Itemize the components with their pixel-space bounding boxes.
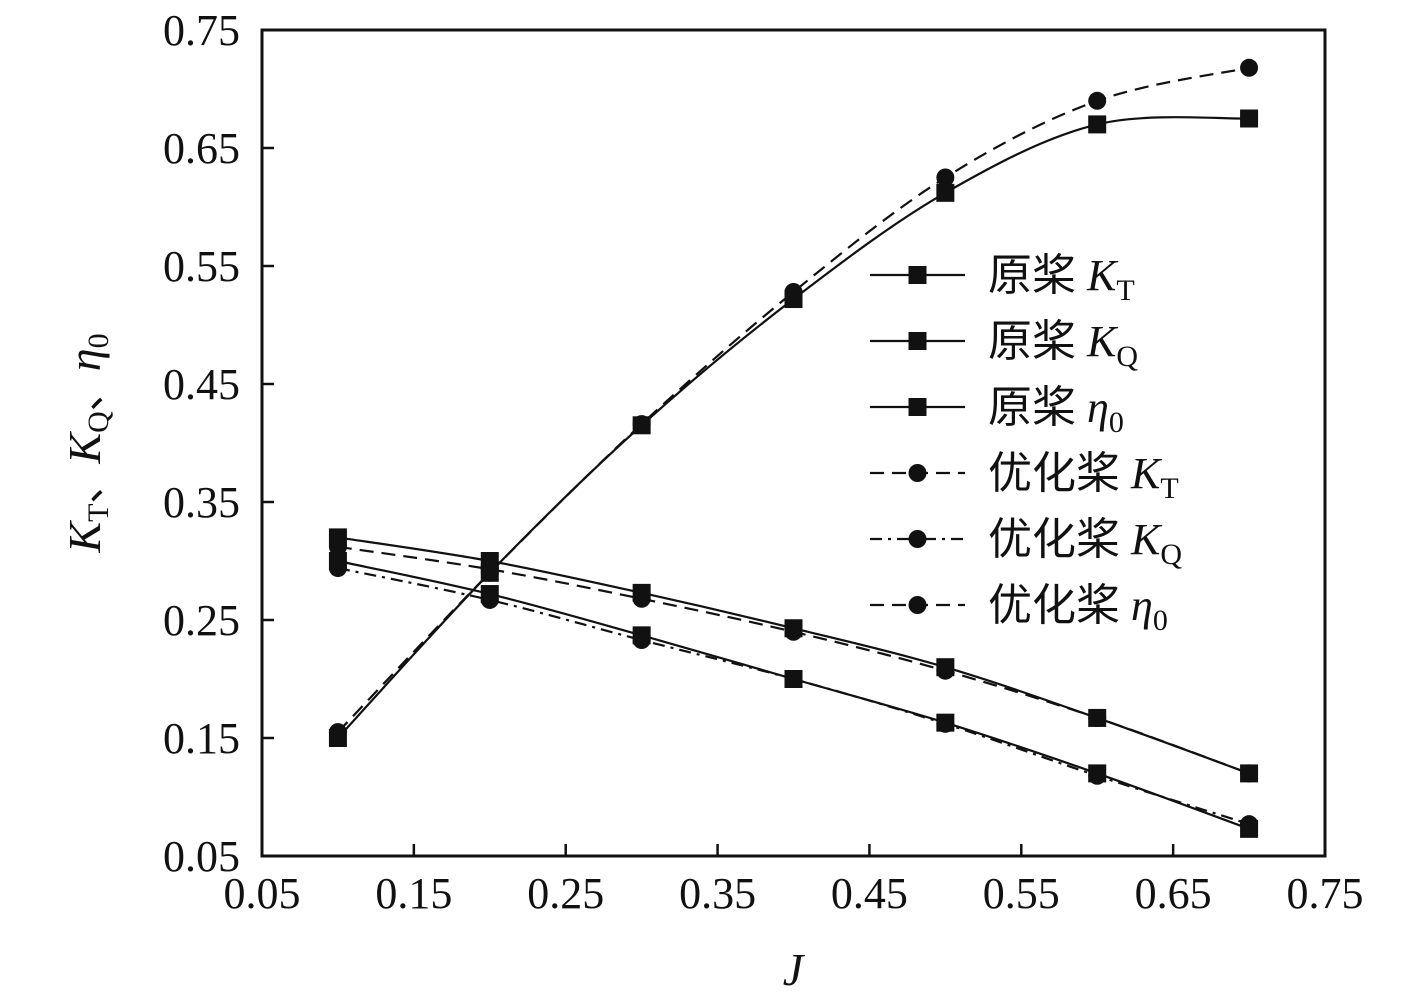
x-tick-label: 0.35 <box>679 869 756 918</box>
legend-marker <box>908 596 927 614</box>
y-tick-label: 0.05 <box>163 832 240 881</box>
series-4 <box>328 559 1259 834</box>
data-point <box>632 589 651 608</box>
series-5 <box>328 58 1259 742</box>
data-point <box>1088 708 1107 727</box>
data-point <box>328 559 347 578</box>
legend-marker <box>908 530 927 548</box>
x-tick-label: 0.05 <box>224 869 301 918</box>
legend-label: 原桨 KQ <box>988 317 1138 373</box>
legend-marker <box>908 398 927 416</box>
legend-marker <box>908 332 927 350</box>
data-point <box>784 282 803 301</box>
y-tick-label: 0.35 <box>163 478 240 527</box>
data-point <box>1088 91 1107 110</box>
data-point <box>1088 115 1107 134</box>
data-point <box>328 537 347 556</box>
y-tick-label: 0.15 <box>163 714 240 763</box>
legend-entry: 原桨 η0 <box>870 383 1124 439</box>
legend-entry: 原桨 KT <box>870 251 1135 307</box>
legend: 原桨 KT 原桨 KQ 原桨 η0 优化桨 KT 优化桨 KQ 优化桨 η0 <box>870 251 1182 637</box>
legend-marker <box>908 464 927 482</box>
data-point <box>328 723 347 742</box>
data-point <box>480 563 499 582</box>
legend-label: 优化桨 KT <box>988 449 1179 505</box>
legend-entry: 优化桨 KQ <box>870 515 1182 571</box>
x-tick-label: 0.15 <box>375 869 452 918</box>
data-point <box>632 631 651 650</box>
x-tick-label: 0.45 <box>831 869 908 918</box>
axis-ticks <box>260 28 1327 858</box>
data-point <box>784 670 803 688</box>
y-tick-label: 0.55 <box>163 242 240 291</box>
x-tick-label: 0.55 <box>983 869 1060 918</box>
plot-area <box>260 28 1327 858</box>
legend-label: 原桨 η0 <box>988 383 1124 439</box>
series-layer <box>328 58 1259 838</box>
data-point <box>1240 109 1259 128</box>
data-point <box>784 622 803 641</box>
y-tick-label: 0.45 <box>163 360 240 409</box>
legend-marker <box>908 266 927 284</box>
legend-label: 优化桨 η0 <box>988 581 1168 637</box>
y-tick-labels: 0.05 0.15 0.25 0.35 0.45 0.55 0.65 0.75 <box>163 6 240 881</box>
data-point <box>1240 815 1259 834</box>
data-point <box>936 183 955 202</box>
x-tick-label: 0.65 <box>1135 869 1212 918</box>
legend-label: 优化桨 KQ <box>988 515 1182 571</box>
y-tick-label: 0.25 <box>163 596 240 645</box>
x-tick-label: 0.25 <box>527 869 604 918</box>
data-point <box>480 590 499 609</box>
data-point <box>1240 58 1259 77</box>
legend-entry: 原桨 KQ <box>870 317 1138 373</box>
data-point <box>632 415 651 434</box>
x-tick-labels: 0.05 0.15 0.25 0.35 0.45 0.55 0.65 0.75 <box>224 869 1364 918</box>
series-3 <box>328 537 1259 783</box>
data-point <box>936 661 955 680</box>
legend-entry: 优化桨 KT <box>870 449 1179 505</box>
y-axis-title: KT、KQ、η0 <box>59 333 115 553</box>
y-tick-label: 0.75 <box>163 6 240 55</box>
legend-entry: 优化桨 η0 <box>870 581 1168 637</box>
x-axis-title: J <box>783 944 806 995</box>
data-point <box>1240 764 1259 783</box>
legend-label: 原桨 KT <box>988 251 1135 307</box>
data-point <box>936 168 955 187</box>
y-tick-label: 0.65 <box>163 124 240 173</box>
data-point <box>936 714 955 733</box>
x-tick-label: 0.75 <box>1287 869 1364 918</box>
data-point <box>1088 766 1107 785</box>
